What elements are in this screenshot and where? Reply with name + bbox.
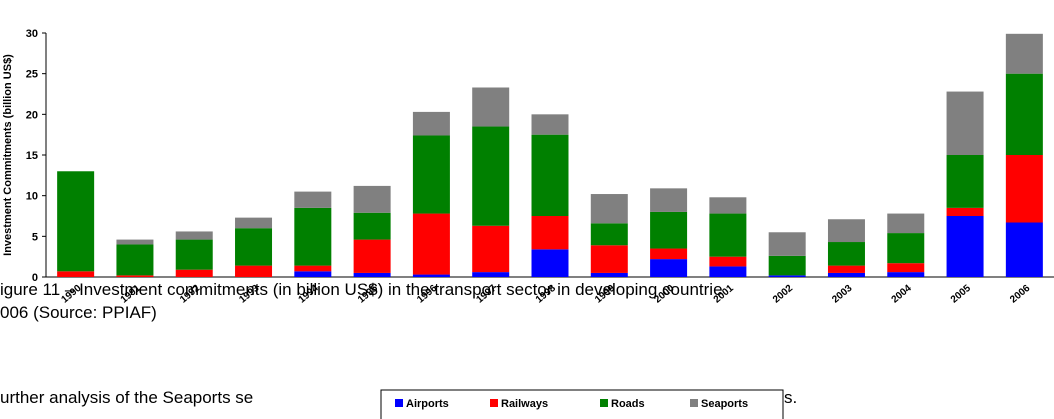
bar-segment xyxy=(827,272,865,277)
bar-segment xyxy=(294,271,332,277)
bar-segment xyxy=(531,216,569,250)
bar-segment xyxy=(1005,222,1043,277)
legend-swatch xyxy=(395,399,403,407)
bar-segment xyxy=(946,155,984,208)
bar-segment xyxy=(709,256,747,267)
bar-segment xyxy=(768,232,806,256)
bar-segment xyxy=(590,245,628,273)
bar-segment xyxy=(412,135,450,214)
bar-segment xyxy=(472,87,510,127)
bar-segment xyxy=(946,207,984,216)
bar-segment xyxy=(116,239,154,245)
bar-segment xyxy=(353,272,391,277)
bar-segment xyxy=(353,239,391,273)
bar-segment xyxy=(57,271,95,277)
bar-segment xyxy=(946,91,984,155)
legend-swatch xyxy=(690,399,698,407)
bar-segment xyxy=(531,134,569,216)
legend-label: Railways xyxy=(501,398,548,410)
bar-segment xyxy=(294,191,332,208)
bar-segment xyxy=(412,111,450,136)
y-tick-label: 15 xyxy=(26,150,38,162)
y-tick-label: 10 xyxy=(26,191,38,203)
bar-segment xyxy=(353,212,391,240)
legend-label: Seaports xyxy=(701,398,748,410)
bar-segment xyxy=(650,248,688,260)
bar-segment xyxy=(294,207,332,266)
bar-segment xyxy=(590,223,628,246)
x-tick-label: 2003 xyxy=(830,283,854,306)
bar-segment xyxy=(116,275,154,277)
bar-segment xyxy=(353,185,391,213)
caption-line: igure 11 – Investment commitments (in bi… xyxy=(0,280,723,299)
body-text: urther analysis of the Seaports se xyxy=(0,388,253,407)
bar-segment xyxy=(709,197,747,214)
bar-segment xyxy=(887,263,925,273)
legend-swatch xyxy=(600,399,608,407)
y-axis-label: Investment Commitments (billion US$) xyxy=(2,54,14,256)
bar-segment xyxy=(1005,155,1043,223)
bar-segment xyxy=(709,266,747,277)
bar-segment xyxy=(175,239,213,270)
y-tick-label: 30 xyxy=(26,28,38,40)
y-tick-label: 0 xyxy=(32,272,38,284)
y-tick-label: 20 xyxy=(26,109,38,121)
bar-segment xyxy=(472,225,510,273)
bar-segment xyxy=(827,242,865,266)
bar-segment xyxy=(650,188,688,212)
body-text: s. xyxy=(784,388,797,407)
bar-segment xyxy=(412,213,450,275)
bar-segment xyxy=(590,194,628,224)
bar-segment xyxy=(1005,33,1043,74)
legend-swatch xyxy=(490,399,498,407)
bar-segment xyxy=(768,275,806,277)
bar-segment xyxy=(590,272,628,277)
bar-segment xyxy=(1005,73,1043,155)
bar-segment xyxy=(472,126,510,226)
bar-segment xyxy=(709,213,747,257)
bar-segment xyxy=(235,228,273,266)
y-tick-label: 25 xyxy=(26,69,38,81)
bar-segment xyxy=(472,272,510,277)
legend-label: Airports xyxy=(406,398,449,410)
bar-segment xyxy=(650,259,688,277)
bar-segment xyxy=(827,219,865,243)
bar-segment xyxy=(650,211,688,249)
bar-segment xyxy=(235,265,273,277)
bar-segment xyxy=(887,213,925,234)
legend-label: Roads xyxy=(611,398,645,410)
x-tick-label: 2002 xyxy=(771,283,795,306)
bar-segment xyxy=(887,233,925,264)
bar-segment xyxy=(175,231,213,240)
bar-segment xyxy=(116,244,154,276)
caption-line: 006 (Source: PPIAF) xyxy=(0,303,157,322)
bar-segment xyxy=(57,171,95,272)
bar-segment xyxy=(175,269,213,277)
bar-segment xyxy=(235,217,273,229)
y-tick-label: 5 xyxy=(32,231,38,243)
legend-box xyxy=(380,389,784,419)
x-tick-label: 2004 xyxy=(890,283,914,306)
bar-segment xyxy=(946,216,984,277)
bar-segment xyxy=(768,255,806,276)
x-tick-label: 2005 xyxy=(949,283,973,306)
bar-segment xyxy=(412,274,450,277)
x-tick-label: 2006 xyxy=(1008,283,1032,306)
bar-segment xyxy=(827,265,865,273)
bar-segment xyxy=(294,265,332,272)
bar-segment xyxy=(531,249,569,277)
bar-segment xyxy=(531,114,569,135)
bar-segment xyxy=(887,272,925,277)
